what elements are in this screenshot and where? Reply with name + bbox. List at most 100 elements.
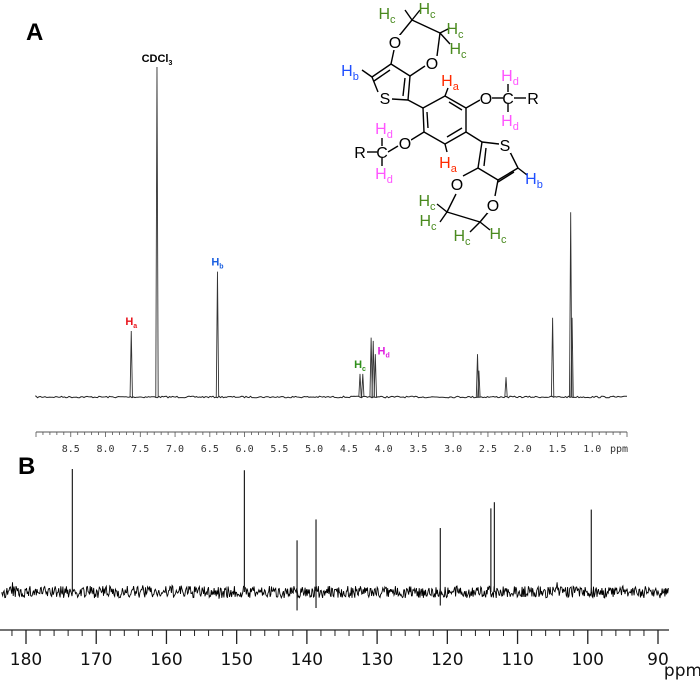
atom-mask <box>487 198 499 213</box>
structure-bond <box>509 151 519 169</box>
proton-peak-annotations: CDCl3 Ha Hb Hc Hd <box>125 53 389 373</box>
proton-label-b: Hb <box>341 63 359 83</box>
structure-bond <box>477 141 483 169</box>
proton-label-c: Hc <box>418 193 436 213</box>
atom-label: O <box>399 136 411 153</box>
atom-mask <box>451 177 463 192</box>
carbon-tick-label: 170 <box>80 650 112 670</box>
proton-peak <box>570 317 574 398</box>
proton-peak <box>215 271 220 398</box>
atom-mask <box>379 91 391 106</box>
structure-bond <box>444 143 448 153</box>
atom-label: C <box>376 145 388 162</box>
proton-tick-label: 1.5 <box>548 444 566 455</box>
proton-peak <box>358 373 362 398</box>
proton-tick-label: 2.5 <box>479 444 497 455</box>
structure-bond <box>422 95 446 109</box>
proton-peak <box>129 330 133 398</box>
structure-bond <box>462 167 479 177</box>
proton-tick-label: 5.0 <box>305 444 323 455</box>
proton-nmr-spectrum <box>35 66 627 399</box>
structure-bond <box>481 141 500 145</box>
structure-bond <box>361 69 373 78</box>
proton-peak <box>361 373 365 398</box>
peak-label: Hd <box>378 346 390 360</box>
structure-bond <box>465 131 483 143</box>
atom-label: O <box>426 56 438 73</box>
proton-tick-label: 8.5 <box>62 444 80 455</box>
structure-bond <box>483 147 487 167</box>
carbon-tick-label: 140 <box>291 650 323 670</box>
proton-tick-label: 7.5 <box>131 444 149 455</box>
structure-bond <box>391 98 409 101</box>
proton-axis-unit: ppm <box>610 444 628 455</box>
carbon-tick-label: 160 <box>150 650 182 670</box>
atom-label: R <box>354 145 366 162</box>
proton-tick-label: 4.5 <box>340 444 358 455</box>
proton-peak <box>477 370 481 398</box>
structure-bond <box>390 63 411 77</box>
atom-mask <box>399 136 411 151</box>
proton-baseline <box>35 394 627 399</box>
structure-bond <box>497 171 515 183</box>
proton-tick-label: 6.5 <box>201 444 219 455</box>
proton-tick-label: 2.0 <box>514 444 532 455</box>
proton-label-c: Hc <box>419 213 437 233</box>
structure-bond <box>444 131 467 145</box>
structure-bond <box>444 95 467 109</box>
structure-bond <box>439 32 451 45</box>
structure-bond <box>439 27 451 34</box>
proton-label-c: Hc <box>378 6 396 26</box>
structure-bond <box>465 99 481 109</box>
peak-label: Hc <box>354 359 366 373</box>
structure-bond <box>517 167 528 176</box>
atom-mask <box>354 145 366 160</box>
proton-ppm-axis: 8.5 8.0 7.5 7.0 6.5 6.0 5.5 5.0 4.5 4.0 3.5 3.0 2.5 2… <box>35 431 628 455</box>
carbon-tick-label: 150 <box>220 650 252 670</box>
structure-bond <box>410 131 425 141</box>
proton-tick-label: 8.0 <box>96 444 114 455</box>
peak-label: Ha <box>125 316 137 330</box>
structure-bond <box>411 19 441 34</box>
proton-label-d: Hd <box>501 68 519 88</box>
peak-label: Hb <box>211 257 223 271</box>
structure-bond <box>426 111 429 129</box>
structure-bond <box>477 167 499 181</box>
carbon-noise-baseline <box>1 582 669 600</box>
proton-label-a: Ha <box>441 73 460 93</box>
proton-label-d: Hd <box>375 121 393 141</box>
atom-label: S <box>380 91 391 108</box>
structure-bond <box>423 131 446 145</box>
structure-bond <box>407 75 411 101</box>
atom-mask <box>426 56 438 71</box>
proton-tick-label: 7.0 <box>166 444 184 455</box>
structure-bond <box>398 19 413 37</box>
atom-label: O <box>487 198 499 215</box>
structure-bond <box>407 99 424 109</box>
atom-label: O <box>451 177 463 194</box>
structure-bond <box>371 76 379 93</box>
atom-label: O <box>480 91 492 108</box>
atom-label: C <box>502 91 514 108</box>
atom-mask <box>480 91 492 106</box>
proton-tick-label: 1.0 <box>583 444 601 455</box>
carbon-axis-unit: ppm <box>664 661 700 680</box>
structure-bond <box>436 203 448 213</box>
proton-label-c: Hc <box>453 228 471 248</box>
structure-bond <box>411 9 421 21</box>
proton-label-c: Hc <box>489 226 507 246</box>
proton-label-c: Hc <box>446 21 464 41</box>
structure-bond <box>446 193 457 213</box>
atom-label: R <box>527 91 539 108</box>
carbon-tick-label: 100 <box>572 650 604 670</box>
structure-bond <box>479 221 491 231</box>
proton-label-d: Hd <box>375 166 393 186</box>
structure-bond <box>446 211 481 223</box>
proton-label-c: Hc <box>449 41 467 61</box>
atom-label: S <box>500 138 511 155</box>
atom-label: O <box>389 35 401 52</box>
proton-peak <box>373 354 377 398</box>
atom-mask <box>527 91 539 106</box>
